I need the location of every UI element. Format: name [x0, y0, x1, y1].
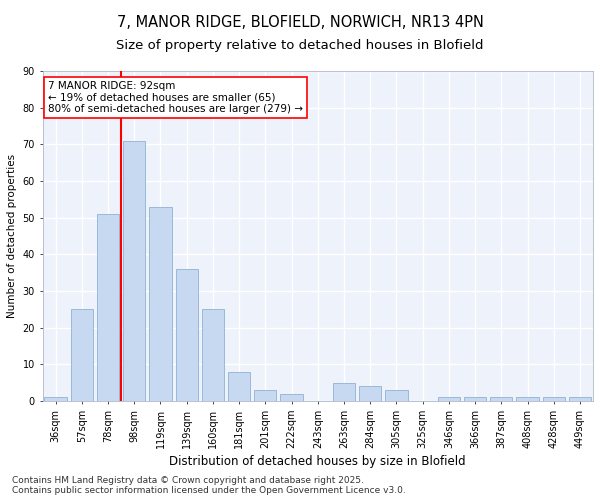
Bar: [438, 398, 460, 401]
Bar: [333, 382, 355, 401]
Bar: [385, 390, 407, 401]
Bar: [71, 310, 93, 401]
Text: Size of property relative to detached houses in Blofield: Size of property relative to detached ho…: [116, 38, 484, 52]
Bar: [542, 398, 565, 401]
Text: 7, MANOR RIDGE, BLOFIELD, NORWICH, NR13 4PN: 7, MANOR RIDGE, BLOFIELD, NORWICH, NR13 …: [116, 15, 484, 30]
Bar: [149, 206, 172, 401]
Bar: [44, 398, 67, 401]
Bar: [464, 398, 486, 401]
X-axis label: Distribution of detached houses by size in Blofield: Distribution of detached houses by size …: [169, 455, 466, 468]
Bar: [254, 390, 277, 401]
Text: 7 MANOR RIDGE: 92sqm
← 19% of detached houses are smaller (65)
80% of semi-detac: 7 MANOR RIDGE: 92sqm ← 19% of detached h…: [48, 81, 303, 114]
Bar: [569, 398, 591, 401]
Bar: [97, 214, 119, 401]
Y-axis label: Number of detached properties: Number of detached properties: [7, 154, 17, 318]
Bar: [228, 372, 250, 401]
Bar: [202, 310, 224, 401]
Bar: [517, 398, 539, 401]
Bar: [359, 386, 382, 401]
Bar: [490, 398, 512, 401]
Bar: [280, 394, 303, 401]
Text: Contains HM Land Registry data © Crown copyright and database right 2025.
Contai: Contains HM Land Registry data © Crown c…: [12, 476, 406, 495]
Bar: [176, 269, 198, 401]
Bar: [123, 140, 145, 401]
